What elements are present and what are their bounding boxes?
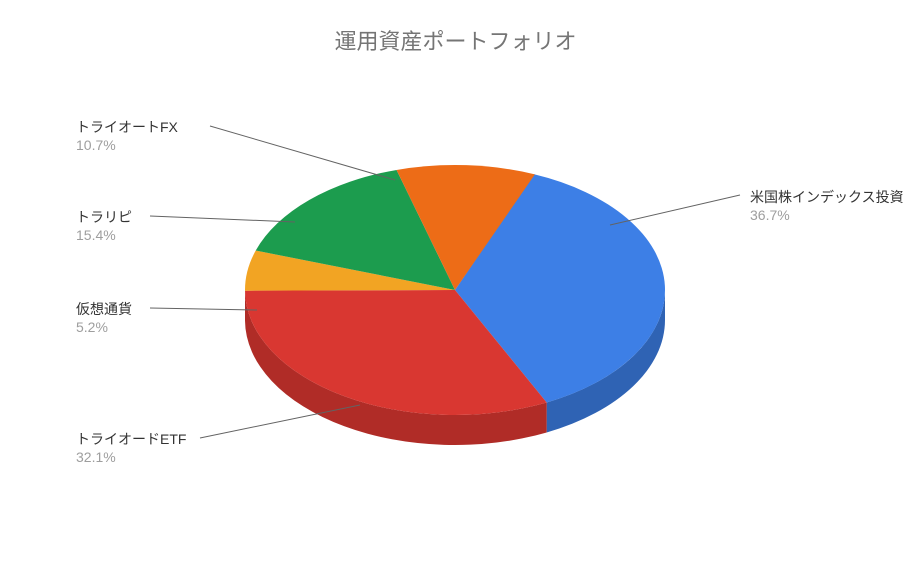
- slice-label-pct: 15.4%: [76, 226, 132, 244]
- slice-label: 仮想通貨5.2%: [76, 300, 132, 336]
- slice-label-name: トライオートFX: [76, 118, 178, 136]
- leader-line: [150, 308, 257, 310]
- leader-line: [210, 126, 395, 180]
- pie-chart: [0, 0, 911, 562]
- pie-top: [245, 165, 665, 415]
- slice-label-pct: 36.7%: [750, 206, 904, 224]
- slice-label: 米国株インデックス投資36.7%: [750, 188, 904, 224]
- leader-line: [150, 216, 295, 222]
- slice-label-pct: 5.2%: [76, 318, 132, 336]
- slice-label-pct: 10.7%: [76, 136, 178, 154]
- slice-label: トラリピ15.4%: [76, 208, 132, 244]
- leader-line: [610, 195, 740, 225]
- slice-label-name: トラリピ: [76, 208, 132, 226]
- slice-label: トライオートFX10.7%: [76, 118, 178, 154]
- slice-label-pct: 32.1%: [76, 448, 186, 466]
- slice-label-name: トライオードETF: [76, 430, 186, 448]
- slice-label-name: 米国株インデックス投資: [750, 188, 904, 206]
- slice-label-name: 仮想通貨: [76, 300, 132, 318]
- slice-label: トライオードETF32.1%: [76, 430, 186, 466]
